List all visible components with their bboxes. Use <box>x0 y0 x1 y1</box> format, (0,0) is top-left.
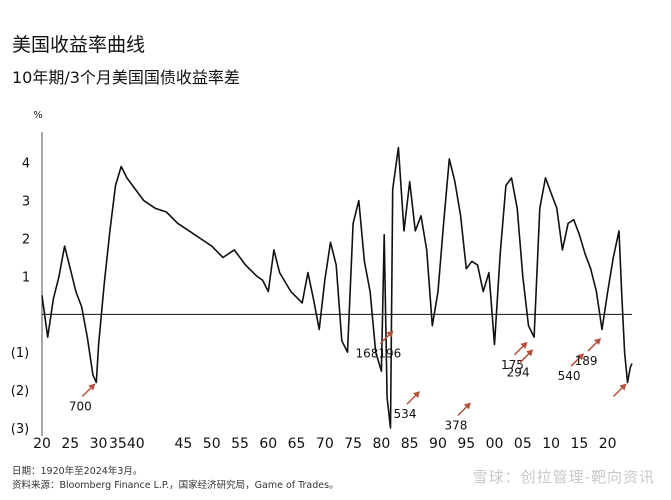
x-tick-label: 45 <box>175 436 193 452</box>
x-tick-label: 65 <box>288 436 306 452</box>
annotation-label: 378 <box>444 418 467 432</box>
x-tick-label: 3540 <box>109 436 145 452</box>
chart-subtitle: 10年期/3个月美国国债收益率差 <box>12 68 240 87</box>
y-tick-label: (3) <box>11 422 29 437</box>
x-tick-label: 10 <box>542 436 560 452</box>
chart-title: 美国收益率曲线 <box>12 34 146 56</box>
annotation-label: 189 <box>575 354 598 368</box>
x-tick-label: 00 <box>486 436 504 452</box>
y-tick-label: 1 <box>22 270 30 285</box>
annotation-arrowhead <box>526 349 534 357</box>
x-tick-label: 85 <box>401 436 419 452</box>
x-tick-label: 55 <box>231 436 249 452</box>
annotation-arrowhead <box>463 402 471 410</box>
y-tick-label: (2) <box>11 384 29 399</box>
y-axis-unit-label: % <box>33 110 43 121</box>
x-ticks: 20 25 30 3540 45 50 55 60 65 70 75 80 85 90 95 00 05 10 15… <box>33 436 617 452</box>
x-tick-label: 20 <box>33 436 51 452</box>
annotation-arrowhead <box>88 383 96 391</box>
x-tick-label: 95 <box>457 436 475 452</box>
annotation-label: 294 <box>507 365 530 379</box>
series-line <box>41 146 633 429</box>
watermark: 雪球：创拉管理-靶向资讯 <box>472 468 655 486</box>
y-tick-label: 4 <box>22 157 30 172</box>
x-tick-label: 20 <box>599 436 617 452</box>
y-tick-label: 3 <box>22 195 30 210</box>
annotation-arrowhead <box>577 353 585 361</box>
x-tick-label: 15 <box>570 436 588 452</box>
annotation-label: 168196 <box>356 346 402 360</box>
annotation-arrowhead <box>619 383 627 391</box>
x-tick-label: 90 <box>429 436 447 452</box>
x-tick-label: 60 <box>259 436 277 452</box>
annotation-arrowhead <box>594 338 602 346</box>
x-tick-label: 80 <box>372 436 390 452</box>
annotation-label: 175 <box>501 358 524 372</box>
x-tick-label: 05 <box>514 436 532 452</box>
x-tick-label: 50 <box>203 436 221 452</box>
x-tick-label: 75 <box>344 436 362 452</box>
annotation-arrowhead <box>386 330 394 338</box>
annotation-label: 534 <box>394 407 417 421</box>
source-note: 资料来源：Bloomberg Finance L.P.，国家经济研究局，Game… <box>12 480 339 491</box>
annotation-label: 700 <box>69 400 92 414</box>
x-tick-label: 70 <box>316 436 334 452</box>
annotation-arrowhead <box>413 391 421 399</box>
x-tick-label: 25 <box>61 436 79 452</box>
y-tick-label: (1) <box>11 346 29 361</box>
x-tick-label: 30 <box>90 436 108 452</box>
date-note: 日期：1920年至2024年3月。 <box>12 466 143 477</box>
y-tick-label: 2 <box>22 233 30 248</box>
y-ticks: 4 3 2 1 (1) (2) (3) <box>11 157 30 437</box>
annotation-label: 540 <box>558 369 581 383</box>
annotation-arrowhead <box>520 341 528 349</box>
